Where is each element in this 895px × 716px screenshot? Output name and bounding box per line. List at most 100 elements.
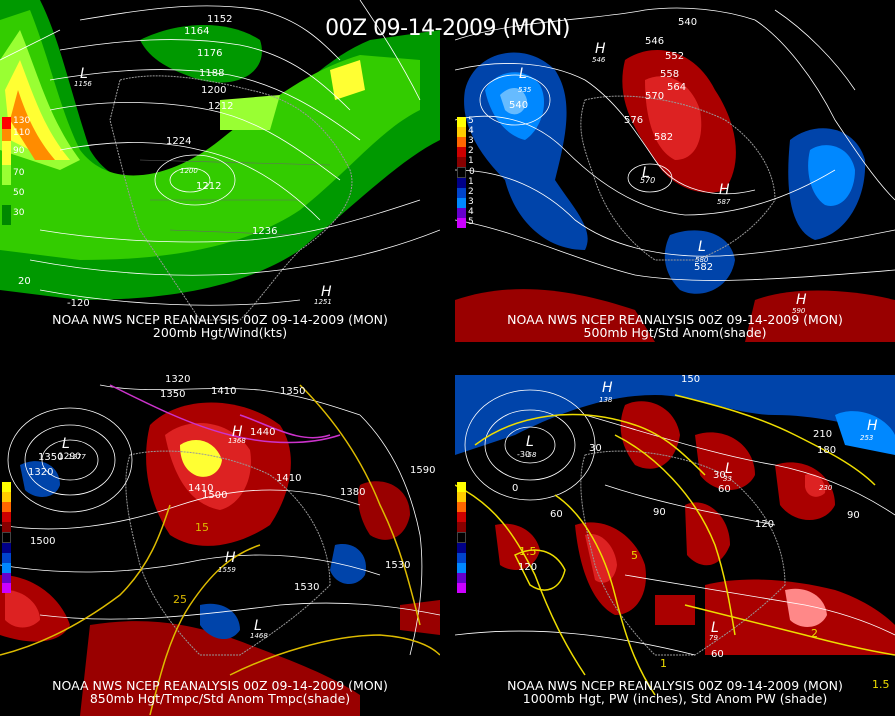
legend-swatch: [457, 492, 466, 502]
legend-label: 5: [468, 116, 474, 126]
contour-label: 1440: [250, 427, 276, 438]
legend-swatch: [2, 522, 11, 532]
caption-line: NOAA NWS NCEP REANALYSIS 00Z 09-14-2009 …: [52, 678, 388, 693]
page-title: 00Z 09-14-2009 (MON): [325, 16, 570, 41]
contour-label: 582: [694, 262, 714, 273]
contour-label: 564: [667, 82, 687, 93]
contour-label: 1350: [38, 452, 64, 463]
contour-label: 60: [711, 649, 724, 660]
contour-label: 1320: [28, 467, 54, 478]
legend-swatch: 30: [2, 205, 24, 225]
legend-swatch: 4: [457, 207, 474, 218]
map-850mb: [0, 384, 440, 716]
legend-label: 4: [468, 207, 474, 217]
caption-line: 850mb Hgt/Tmpc/Std Anom Tmpc(shade): [89, 691, 351, 706]
contour-label: 1200: [201, 85, 227, 96]
caption-line: NOAA NWS NCEP REANALYSIS 00Z 09-14-2009 …: [507, 678, 843, 693]
legend-swatch: 3: [457, 136, 474, 147]
legend-swatch: 130: [2, 116, 30, 129]
legend-label: 2: [468, 187, 474, 197]
high-pressure-value: 546: [592, 56, 606, 64]
low-pressure-marker: L: [519, 66, 527, 82]
contour-label: 540: [509, 100, 529, 111]
pw-label: 1: [660, 657, 667, 670]
panel-850mb: 1320 1350 1410 1350 1440 1410 1500 1410 …: [0, 375, 440, 716]
contour-label: 1164: [184, 26, 210, 37]
caption-500mb: NOAA NWS NCEP REANALYSIS 00Z 09-14-2009 …: [455, 313, 895, 339]
contour-label: 180: [817, 445, 837, 456]
caption-200mb: NOAA NWS NCEP REANALYSIS 00Z 09-14-2009 …: [0, 313, 440, 339]
caption-line: 500mb Hgt/Std Anom(shade): [583, 325, 767, 340]
legend-label: 110: [13, 128, 31, 138]
legend-swatch: [457, 563, 466, 573]
contour-label: 1224: [166, 136, 192, 147]
contour-label: 1380: [340, 487, 366, 498]
contour-label: 1176: [197, 48, 223, 59]
legend-swatch: 70: [2, 165, 24, 185]
contour-label: 120: [518, 562, 538, 573]
contour-label: 1350: [280, 386, 306, 397]
legend-swatch: [2, 583, 11, 593]
low-pressure-marker: L: [254, 618, 262, 634]
legend-swatch: [457, 502, 466, 512]
high-pressure-value: 253: [860, 434, 874, 442]
panel-500mb: 5 4 3 2 1 0 1 2 3 4 5 540 546 552 558 56…: [455, 0, 895, 342]
legend-swatch: [457, 522, 466, 532]
contour-label: 582: [654, 132, 674, 143]
high-pressure-value: 590: [792, 307, 806, 315]
high-pressure-marker: H: [796, 292, 807, 308]
low-pressure-marker: L: [80, 66, 88, 82]
legend-label: 3: [468, 197, 474, 207]
low-pressure-value: 1468: [250, 632, 268, 640]
legend-label: 90: [13, 146, 25, 156]
contour-label: 1290: [58, 452, 81, 462]
low-pressure-marker: L: [725, 461, 733, 477]
contour-label: 1236: [252, 226, 278, 237]
low-pressure-marker: L: [62, 436, 70, 452]
legend-swatch: 90: [2, 141, 24, 165]
high-pressure-value: 138: [599, 396, 613, 404]
latitude-label: 20: [18, 276, 31, 287]
panel-200mb: 130 110 90 70 50 30 1152 1164 1176 1188 …: [0, 0, 440, 342]
low-pressure-marker: L: [711, 620, 719, 636]
high-pressure-marker: H: [232, 424, 243, 440]
contour-label: 60: [550, 509, 563, 520]
contour-label: 1410: [276, 473, 302, 484]
contour-label: 1212: [196, 181, 222, 192]
contour-label: 1188: [199, 68, 225, 79]
contour-label: 1590: [410, 465, 436, 476]
caption-line: NOAA NWS NCEP REANALYSIS 00Z 09-14-2009 …: [507, 312, 843, 327]
legend-swatch: [457, 532, 466, 543]
contour-label: 570: [645, 91, 665, 102]
caption-850mb: NOAA NWS NCEP REANALYSIS 00Z 09-14-2009 …: [0, 679, 440, 705]
legend-swatch: [2, 532, 11, 543]
legend-swatch: [2, 482, 11, 492]
legend-label: 50: [13, 188, 25, 198]
low-pressure-marker: L: [642, 165, 650, 181]
contour-label: 576: [624, 115, 644, 126]
legend-swatch: 3: [457, 197, 474, 208]
contour-label: 150: [681, 375, 701, 385]
caption-line: 200mb Hgt/Wind(kts): [152, 325, 288, 340]
legend-label: 70: [13, 168, 25, 178]
temperature-label: 25: [173, 593, 187, 606]
contour-label: 0: [512, 483, 519, 494]
map-1000mb: [455, 375, 895, 696]
legend-swatch: [2, 502, 11, 512]
caption-line: NOAA NWS NCEP REANALYSIS 00Z 09-14-2009 …: [52, 312, 388, 327]
contour-label: 552: [665, 51, 685, 62]
legend-label: 0: [469, 167, 475, 177]
legend-swatch: [457, 573, 466, 583]
contour-label: 1530: [385, 560, 411, 571]
legend-swatch: 5: [457, 116, 474, 127]
contour-label: 1152: [207, 14, 233, 25]
contour-label: 1350: [160, 389, 186, 400]
contour-label: 60: [718, 484, 731, 495]
legend-swatch: [457, 512, 466, 522]
legend-label: 1: [468, 177, 474, 187]
high-pressure-value: 1559: [218, 566, 236, 574]
contour-label: 1530: [294, 582, 320, 593]
temp-anom-legend: [2, 482, 16, 593]
legend-label: 30: [13, 208, 25, 218]
high-pressure-value: 587: [717, 198, 731, 206]
